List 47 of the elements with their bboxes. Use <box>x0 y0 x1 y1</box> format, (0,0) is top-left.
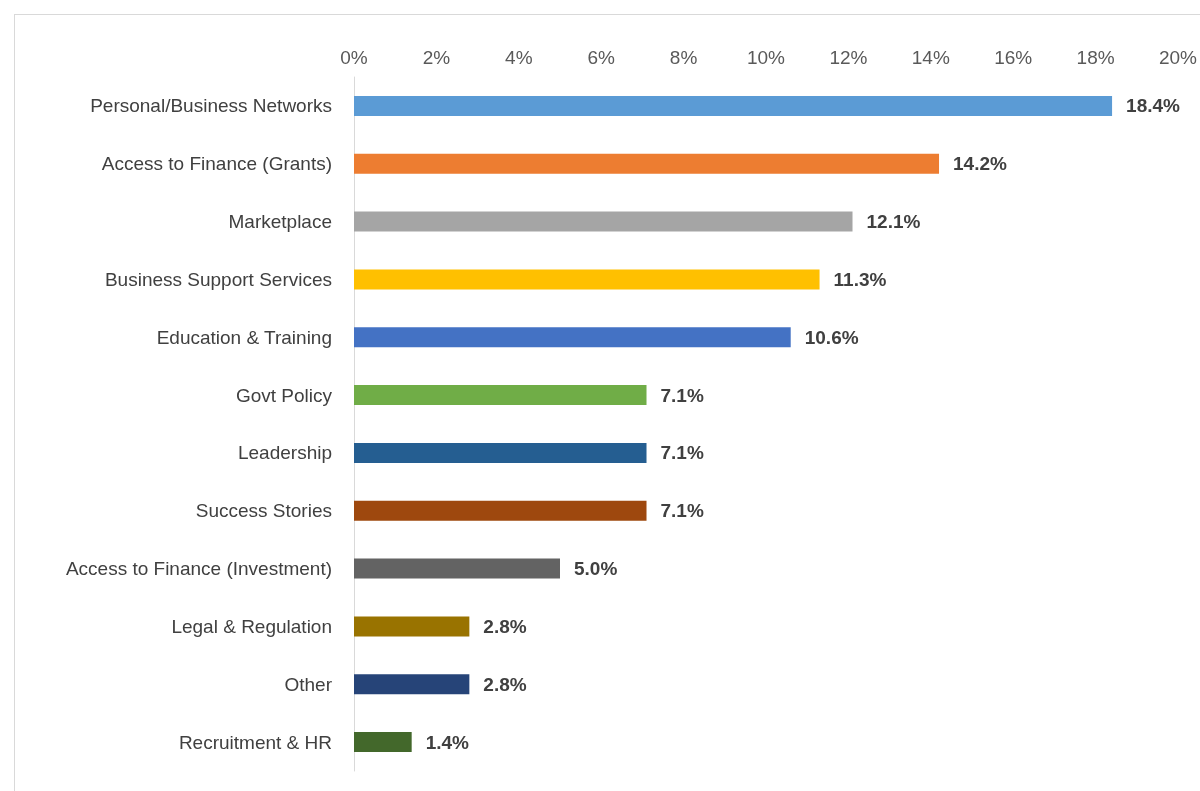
bar <box>354 558 560 579</box>
y-tick-label: Personal/Business Networks <box>90 95 332 117</box>
bar <box>354 153 940 174</box>
data-label: 5.0% <box>574 558 618 580</box>
x-tick-label: 14% <box>911 47 950 68</box>
x-tick-label: 4% <box>505 47 533 68</box>
data-label: 7.1% <box>660 500 704 522</box>
y-tick-label: Marketplace <box>228 211 332 233</box>
x-tick-label: 2% <box>422 47 451 68</box>
bar <box>354 269 820 290</box>
x-tick-label: 20% <box>1158 47 1198 68</box>
y-tick-label: Access to Finance (Investment) <box>65 558 332 580</box>
bar <box>354 732 412 753</box>
y-tick-label: Legal & Regulation <box>171 615 332 637</box>
data-label: 1.4% <box>425 731 470 753</box>
y-tick-label: Recruitment & HR <box>178 731 332 753</box>
bar <box>354 385 647 406</box>
x-tick-label: 10% <box>746 47 786 68</box>
bar <box>354 442 647 463</box>
data-label: 14.2% <box>953 153 1008 175</box>
x-tick-label: 0% <box>340 47 368 68</box>
y-tick-label: Access to Finance (Grants) <box>101 153 332 175</box>
bar <box>354 674 470 695</box>
data-label: 2.8% <box>483 615 527 637</box>
data-label: 2.8% <box>483 673 527 695</box>
data-label: 10.6% <box>804 326 859 348</box>
y-tick-label: Govt Policy <box>235 384 333 406</box>
x-tick-label: 18% <box>1076 47 1115 68</box>
bar <box>354 95 1113 116</box>
y-tick-label: Education & Training <box>156 326 332 348</box>
y-tick-label: Success Stories <box>195 500 332 522</box>
x-tick-label: 12% <box>829 47 868 68</box>
data-label: 18.4% <box>1126 95 1181 117</box>
x-tick-label: 6% <box>587 47 616 68</box>
data-label: 11.3% <box>833 268 887 290</box>
data-label: 12.1% <box>866 211 921 233</box>
bar <box>354 211 853 232</box>
bar <box>354 327 791 348</box>
y-tick-label: Leadership <box>237 442 332 464</box>
y-tick-label: Business Support Services <box>104 268 332 290</box>
bar <box>354 616 470 637</box>
x-tick-label: 16% <box>994 47 1033 68</box>
data-label: 7.1% <box>660 442 704 464</box>
y-tick-label: Other <box>284 673 333 695</box>
x-tick-label: 8% <box>669 47 698 68</box>
bar <box>354 500 647 521</box>
data-label: 7.1% <box>660 384 704 406</box>
